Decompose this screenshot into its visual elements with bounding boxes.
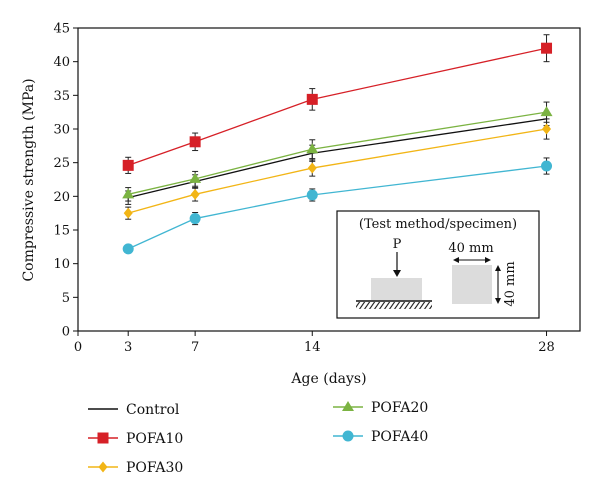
legend-label: POFA20 — [371, 400, 428, 416]
pofa10-point — [189, 136, 201, 148]
support-hatching — [356, 302, 432, 309]
control-line — [128, 118, 547, 199]
y-tick-label: 30 — [53, 123, 70, 138]
height-arrow-bottom — [495, 298, 501, 304]
pofa30-point — [542, 123, 552, 135]
legend-label: Control — [126, 402, 180, 418]
x-tick-label: 0 — [74, 340, 82, 355]
legend-label: POFA10 — [126, 431, 183, 447]
y-axis-ticks: 0 5 10 15 20 25 30 35 40 45 — [53, 22, 78, 340]
y-tick-label: 5 — [62, 291, 70, 306]
legend-label: POFA40 — [371, 429, 428, 445]
x-axis-title: Age (days) — [290, 371, 366, 387]
y-tick-label: 45 — [53, 22, 70, 37]
pofa20-point — [306, 143, 319, 154]
y-tick-label: 20 — [53, 190, 70, 205]
pofa20-line — [128, 111, 547, 195]
legend-item-control: Control — [88, 402, 180, 418]
pofa10-point — [306, 93, 318, 105]
x-tick-label: 14 — [304, 340, 321, 355]
y-axis-title: Compressive strength (MPa) — [21, 78, 37, 281]
load-label: P — [393, 237, 402, 252]
legend-marker — [97, 432, 109, 444]
legend: Control POFA20 POFA10 POFA40 POFA30 — [88, 400, 428, 476]
series-layer — [122, 34, 553, 255]
y-tick-label: 0 — [62, 325, 70, 340]
x-tick-label: 7 — [191, 340, 199, 355]
inset-frame — [336, 210, 540, 319]
height-arrow-top — [495, 265, 501, 271]
y-tick-label: 25 — [53, 156, 70, 171]
x-tick-label: 3 — [124, 340, 132, 355]
specimen-side — [371, 278, 422, 300]
pofa20-point — [540, 106, 553, 117]
legend-item-pofa20: POFA20 — [333, 400, 428, 416]
pofa20-point — [189, 172, 202, 183]
load-arrowhead — [393, 270, 401, 277]
series-control — [125, 111, 550, 205]
pofa20-point — [122, 188, 135, 199]
pofa10-point — [122, 159, 134, 171]
series-pofa30 — [123, 118, 552, 220]
y-tick-label: 15 — [53, 224, 70, 239]
pofa30-point — [190, 188, 200, 200]
pofa40-point — [306, 189, 318, 201]
legend-item-pofa30: POFA30 — [88, 460, 183, 476]
y-tick-label: 10 — [53, 257, 70, 272]
specimen-face — [452, 265, 492, 304]
legend-item-pofa10: POFA10 — [88, 431, 183, 447]
inset-title: (Test method/specimen) — [359, 217, 517, 232]
pofa10-line — [127, 47, 547, 166]
y-tick-label: 40 — [53, 55, 70, 70]
width-label: 40 mm — [448, 241, 493, 256]
pofa40-line — [127, 165, 547, 250]
pofa30-line — [128, 128, 547, 214]
legend-item-pofa40: POFA40 — [333, 429, 428, 445]
pofa10-point — [541, 42, 553, 54]
legend-label: POFA30 — [126, 460, 183, 476]
series-pofa10 — [122, 34, 553, 174]
series-pofa40 — [122, 157, 553, 255]
axes — [77, 27, 581, 332]
plot-frame — [77, 27, 581, 332]
pofa30-point — [123, 207, 133, 219]
legend-marker — [342, 430, 354, 442]
x-tick-label: 28 — [538, 340, 555, 355]
pofa30-point — [307, 162, 317, 174]
x-axis-ticks: 0 3 7 14 28 — [74, 331, 555, 355]
legend-marker — [342, 401, 354, 411]
width-arrow-right — [485, 257, 491, 263]
pofa40-point — [122, 243, 134, 255]
test-method-inset: (Test method/specimen) P 40 mm 40 mm — [336, 210, 540, 319]
series-pofa20 — [122, 101, 553, 202]
width-arrow-left — [453, 257, 459, 263]
legend-marker — [98, 461, 108, 473]
pofa40-point — [189, 213, 201, 225]
y-tick-label: 35 — [53, 89, 70, 104]
height-label: 40 mm — [503, 261, 518, 306]
pofa40-point — [541, 160, 553, 172]
